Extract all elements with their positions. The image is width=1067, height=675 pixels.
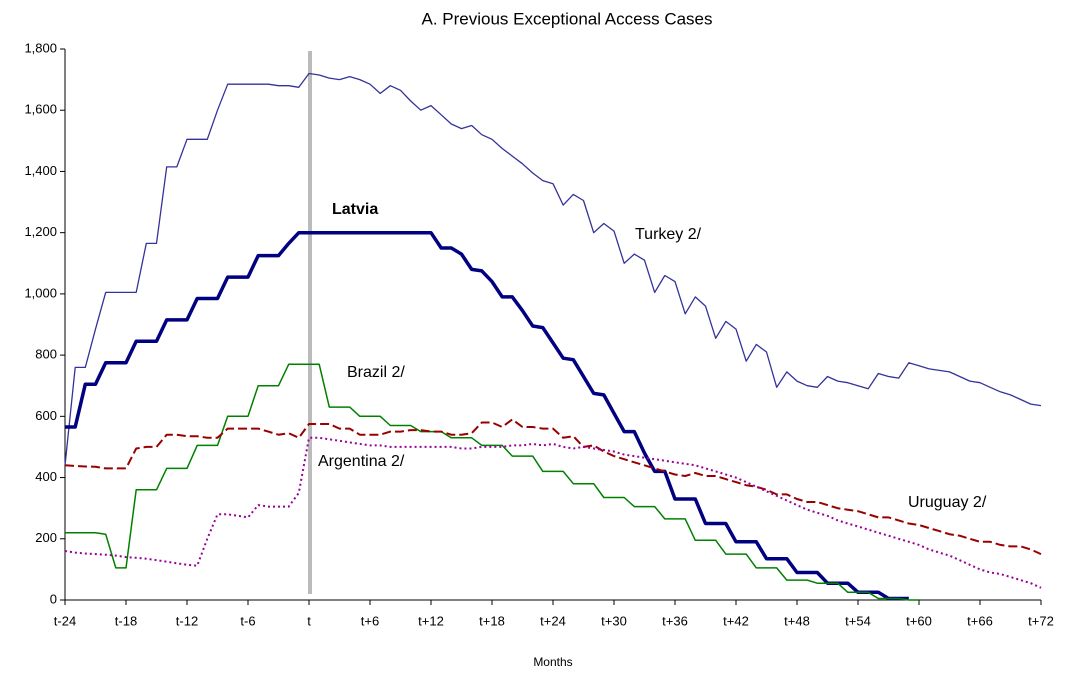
x-tick-label: t+54 xyxy=(845,613,871,628)
x-tick-label: t-12 xyxy=(176,613,198,628)
x-tick-label: t+12 xyxy=(418,613,444,628)
x-tick-label: t+60 xyxy=(906,613,932,628)
chart-title: A. Previous Exceptional Access Cases xyxy=(421,9,712,28)
series-label: Brazil 2/ xyxy=(347,364,405,381)
series-line xyxy=(65,363,919,601)
x-axis-label: Months xyxy=(533,655,572,669)
x-tick-label: t+36 xyxy=(662,613,688,628)
y-tick-label: 1,400 xyxy=(24,163,57,178)
series-line xyxy=(64,72,1042,466)
x-tick-label: t+72 xyxy=(1028,613,1054,628)
x-tick-label: t+18 xyxy=(479,613,505,628)
y-tick-label: 1,800 xyxy=(24,40,57,55)
x-tick-label: t+6 xyxy=(361,613,379,628)
series-line xyxy=(65,230,909,601)
series-line xyxy=(64,418,1042,556)
y-tick-label: 1,200 xyxy=(24,224,57,239)
x-tick-label: t+30 xyxy=(601,613,627,628)
series-label: Turkey 2/ xyxy=(635,226,702,243)
y-tick-label: 1,600 xyxy=(24,102,57,117)
series-line xyxy=(64,436,1042,589)
y-tick-label: 600 xyxy=(35,408,57,423)
x-tick-label: t-18 xyxy=(115,613,137,628)
series-label: Argentina 2/ xyxy=(318,453,405,470)
y-tick-label: 400 xyxy=(35,469,57,484)
x-tick-label: t-24 xyxy=(54,613,76,628)
x-tick-label: t+24 xyxy=(540,613,566,628)
series-label: Latvia xyxy=(332,201,378,218)
y-tick-label: 1,000 xyxy=(24,285,57,300)
x-tick-label: t+66 xyxy=(967,613,993,628)
y-tick-label: 800 xyxy=(35,347,57,362)
x-tick-label: t-6 xyxy=(240,613,255,628)
y-tick-label: 200 xyxy=(35,530,57,545)
x-tick-label: t xyxy=(307,613,311,628)
x-tick-label: t+42 xyxy=(723,613,749,628)
y-tick-label: 0 xyxy=(50,591,57,606)
x-tick-label: t+48 xyxy=(784,613,810,628)
series-label: Uruguay 2/ xyxy=(908,494,987,511)
